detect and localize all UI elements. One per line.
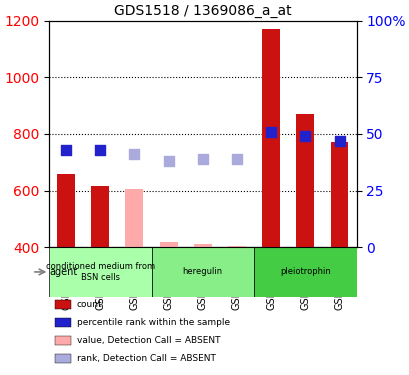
Point — [131, 151, 137, 157]
Text: heregulin: heregulin — [182, 267, 222, 276]
Point — [335, 138, 342, 144]
Bar — [57, 174, 75, 247]
Bar — [296, 114, 314, 247]
Bar — [91, 186, 109, 247]
Bar — [125, 189, 143, 247]
Bar — [55, 354, 70, 363]
Point — [63, 147, 69, 153]
Text: rank, Detection Call = ABSENT: rank, Detection Call = ABSENT — [76, 354, 215, 363]
Bar — [55, 336, 70, 345]
Point — [233, 156, 240, 162]
Point — [267, 129, 274, 135]
Text: conditioned medium from
BSN cells: conditioned medium from BSN cells — [46, 262, 155, 282]
Bar — [55, 318, 70, 327]
Text: pleiotrophin: pleiotrophin — [279, 267, 330, 276]
Text: percentile rank within the sample: percentile rank within the sample — [76, 318, 229, 327]
FancyBboxPatch shape — [49, 247, 151, 297]
Point — [165, 158, 171, 164]
Text: agent: agent — [49, 267, 78, 277]
FancyBboxPatch shape — [254, 247, 356, 297]
Point — [199, 156, 206, 162]
Bar — [159, 242, 177, 247]
Text: count: count — [76, 300, 102, 309]
FancyBboxPatch shape — [151, 247, 254, 297]
Point — [301, 133, 308, 139]
Bar — [55, 300, 70, 309]
Bar — [227, 246, 245, 247]
Point — [97, 147, 103, 153]
Bar — [262, 29, 279, 247]
Bar — [330, 142, 348, 247]
Text: value, Detection Call = ABSENT: value, Detection Call = ABSENT — [76, 336, 220, 345]
Bar — [193, 244, 211, 247]
Title: GDS1518 / 1369086_a_at: GDS1518 / 1369086_a_at — [114, 4, 291, 18]
